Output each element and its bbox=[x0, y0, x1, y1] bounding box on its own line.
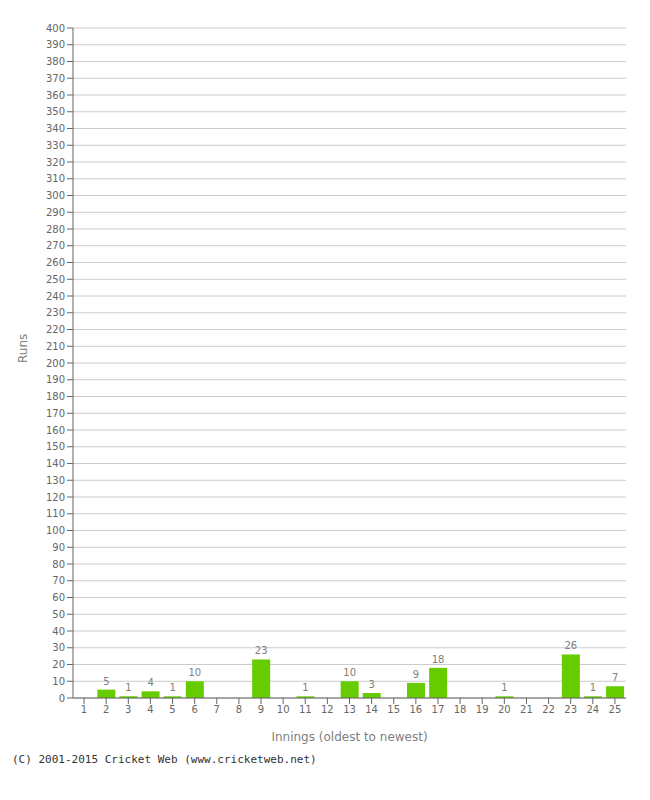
svg-text:210: 210 bbox=[46, 341, 65, 352]
svg-text:30: 30 bbox=[52, 642, 65, 653]
svg-text:200: 200 bbox=[46, 358, 65, 369]
svg-text:16: 16 bbox=[409, 704, 422, 715]
svg-text:7: 7 bbox=[612, 672, 618, 683]
svg-text:160: 160 bbox=[46, 425, 65, 436]
svg-text:70: 70 bbox=[52, 575, 65, 586]
svg-text:300: 300 bbox=[46, 190, 65, 201]
svg-text:23: 23 bbox=[255, 645, 268, 656]
svg-text:260: 260 bbox=[46, 257, 65, 268]
svg-text:330: 330 bbox=[46, 140, 65, 151]
svg-text:240: 240 bbox=[46, 291, 65, 302]
svg-text:50: 50 bbox=[52, 609, 65, 620]
svg-text:15: 15 bbox=[387, 704, 400, 715]
svg-text:180: 180 bbox=[46, 391, 65, 402]
svg-text:60: 60 bbox=[52, 592, 65, 603]
svg-text:21: 21 bbox=[520, 704, 533, 715]
svg-text:380: 380 bbox=[46, 56, 65, 67]
svg-text:5: 5 bbox=[169, 704, 175, 715]
svg-text:4: 4 bbox=[147, 704, 153, 715]
svg-text:40: 40 bbox=[52, 626, 65, 637]
svg-text:9: 9 bbox=[258, 704, 264, 715]
svg-text:18: 18 bbox=[432, 654, 445, 665]
svg-text:370: 370 bbox=[46, 73, 65, 84]
svg-text:230: 230 bbox=[46, 307, 65, 318]
svg-text:170: 170 bbox=[46, 408, 65, 419]
svg-text:4: 4 bbox=[147, 677, 153, 688]
svg-text:9: 9 bbox=[413, 669, 419, 680]
svg-text:270: 270 bbox=[46, 240, 65, 251]
svg-text:80: 80 bbox=[52, 559, 65, 570]
svg-text:340: 340 bbox=[46, 123, 65, 134]
svg-text:400: 400 bbox=[46, 23, 65, 34]
svg-text:90: 90 bbox=[52, 542, 65, 553]
svg-text:1: 1 bbox=[590, 682, 596, 693]
svg-text:5: 5 bbox=[103, 676, 109, 687]
svg-text:190: 190 bbox=[46, 374, 65, 385]
html-text:(C) 2001-2015 Cricket Web (www: (C) 2001-2015 Cricket Web (www.cricketwe… bbox=[12, 753, 317, 766]
svg-text:20: 20 bbox=[52, 659, 65, 670]
svg-text:10: 10 bbox=[343, 667, 356, 678]
svg-text:1: 1 bbox=[125, 682, 131, 693]
svg-text:10: 10 bbox=[188, 667, 201, 678]
svg-text:1: 1 bbox=[81, 704, 87, 715]
svg-text:25: 25 bbox=[609, 704, 622, 715]
svg-text:150: 150 bbox=[46, 441, 65, 452]
svg-text:14: 14 bbox=[365, 704, 378, 715]
svg-text:Innings (oldest to newest): Innings (oldest to newest) bbox=[271, 730, 427, 744]
svg-text:310: 310 bbox=[46, 173, 65, 184]
svg-text:Runs: Runs bbox=[16, 334, 30, 363]
svg-text:11: 11 bbox=[299, 704, 312, 715]
svg-text:6: 6 bbox=[191, 704, 197, 715]
svg-text:360: 360 bbox=[46, 90, 65, 101]
svg-text:19: 19 bbox=[476, 704, 489, 715]
svg-text:320: 320 bbox=[46, 157, 65, 168]
svg-text:220: 220 bbox=[46, 324, 65, 335]
svg-text:3: 3 bbox=[125, 704, 131, 715]
svg-text:250: 250 bbox=[46, 274, 65, 285]
svg-text:22: 22 bbox=[542, 704, 555, 715]
svg-text:3: 3 bbox=[369, 679, 375, 690]
svg-text:2: 2 bbox=[103, 704, 109, 715]
svg-text:23: 23 bbox=[564, 704, 577, 715]
svg-text:140: 140 bbox=[46, 458, 65, 469]
svg-text:1: 1 bbox=[170, 682, 176, 693]
svg-text:20: 20 bbox=[498, 704, 511, 715]
svg-text:24: 24 bbox=[586, 704, 599, 715]
svg-text:130: 130 bbox=[46, 475, 65, 486]
svg-text:1: 1 bbox=[501, 682, 507, 693]
svg-text:390: 390 bbox=[46, 39, 65, 50]
svg-text:280: 280 bbox=[46, 224, 65, 235]
svg-text:26: 26 bbox=[564, 640, 577, 651]
svg-text:110: 110 bbox=[46, 508, 65, 519]
svg-text:8: 8 bbox=[236, 704, 242, 715]
svg-text:120: 120 bbox=[46, 492, 65, 503]
svg-text:0: 0 bbox=[59, 693, 65, 704]
svg-text:13: 13 bbox=[343, 704, 356, 715]
svg-text:10: 10 bbox=[277, 704, 290, 715]
svg-text:7: 7 bbox=[214, 704, 220, 715]
svg-text:10: 10 bbox=[52, 676, 65, 687]
svg-text:18: 18 bbox=[454, 704, 467, 715]
svg-text:350: 350 bbox=[46, 106, 65, 117]
svg-text:100: 100 bbox=[46, 525, 65, 536]
svg-text:12: 12 bbox=[321, 704, 334, 715]
svg-text:290: 290 bbox=[46, 207, 65, 218]
svg-text:1: 1 bbox=[302, 682, 308, 693]
svg-text:17: 17 bbox=[432, 704, 445, 715]
